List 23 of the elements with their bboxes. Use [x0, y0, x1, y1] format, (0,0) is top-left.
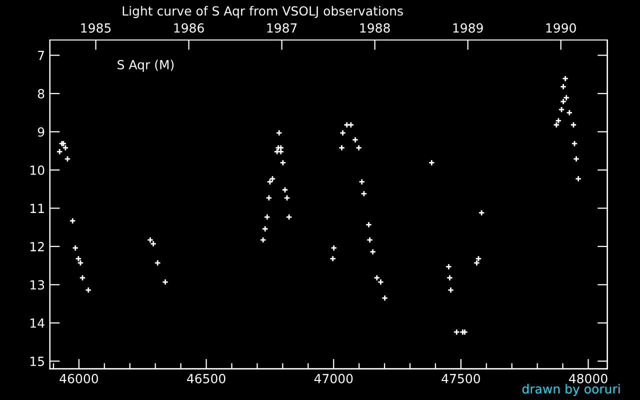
y-tick-label: 12 — [30, 242, 44, 252]
y-tick-label: 10 — [30, 165, 44, 175]
y-tick-label: 13 — [30, 280, 44, 290]
x-tick-label: 47500 — [442, 374, 480, 384]
annotation: S Aqr (M) — [118, 60, 174, 72]
y-tick-label: 9 — [38, 127, 44, 137]
x2-tick-label: 1990 — [546, 23, 576, 33]
x-tick-label: 47000 — [314, 374, 353, 384]
x2-tick-label: 1987 — [267, 23, 297, 33]
x-tick-label: 46000 — [60, 374, 98, 384]
y-tick-label: 11 — [30, 204, 44, 213]
chart-title: Light curve of S Aqr from VSOLJ observations — [122, 6, 403, 18]
x2-tick-label: 1989 — [453, 23, 483, 33]
x-tick-label: 48000 — [568, 374, 608, 384]
y-tick-label: 14 — [30, 318, 44, 328]
x-tick-label: 46500 — [187, 374, 226, 384]
y-tick-label: 7 — [38, 50, 44, 60]
x2-tick-label: 1985 — [81, 23, 111, 33]
y-tick-label: 15 — [30, 356, 44, 366]
text: drawn by ooruri — [522, 384, 620, 396]
x2-tick-label: 1988 — [360, 23, 390, 33]
y-tick-label: 8 — [38, 88, 44, 98]
x2-tick-label: 1986 — [174, 23, 204, 33]
